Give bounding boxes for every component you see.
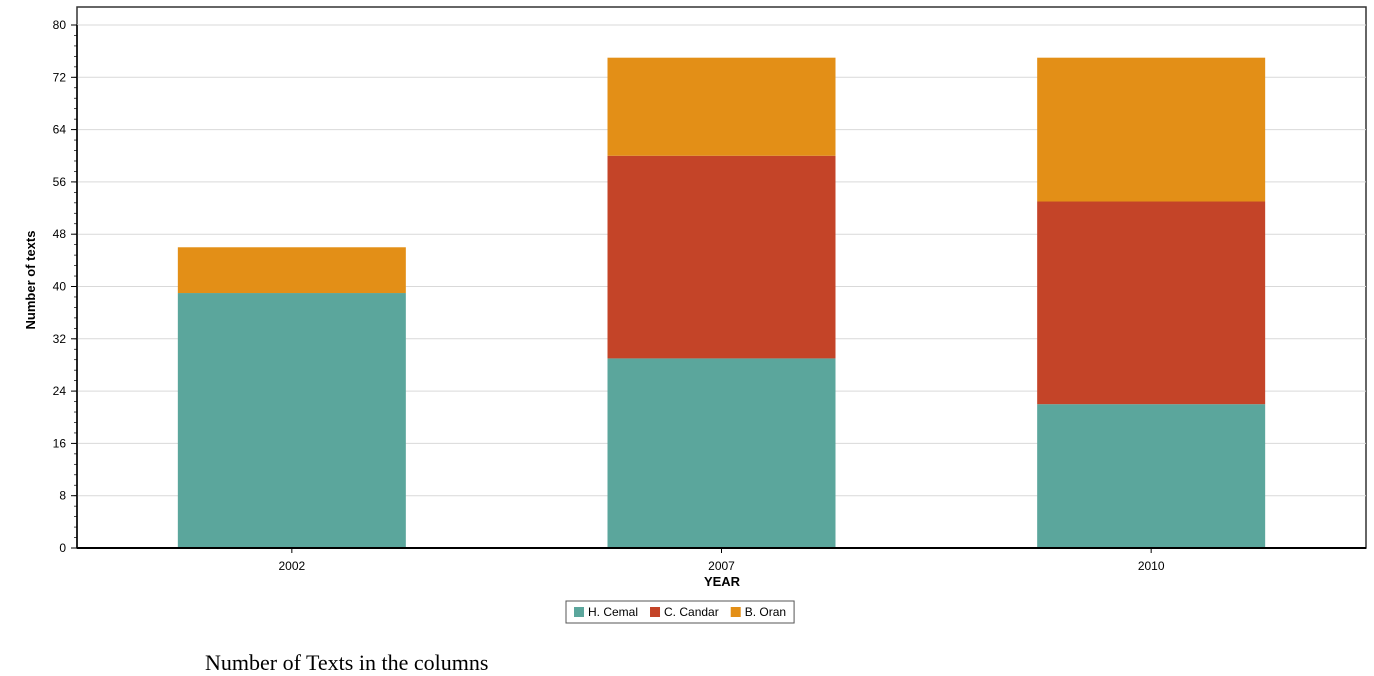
y-tick-label: 32 <box>53 332 67 346</box>
y-tick-label: 64 <box>53 123 67 137</box>
y-tick-label: 72 <box>53 70 67 84</box>
bar-segment <box>1037 201 1266 405</box>
bar-segment <box>177 247 406 294</box>
bar-segment <box>177 293 406 548</box>
x-tick-label: 2010 <box>1138 559 1165 573</box>
legend-swatch <box>730 607 741 617</box>
y-tick-label: 24 <box>53 384 67 398</box>
bar-segment <box>1037 404 1266 548</box>
y-tick-label: 56 <box>53 175 67 189</box>
bar-segment <box>607 358 836 548</box>
legend-label: B. Oran <box>745 605 786 619</box>
legend-label: H. Cemal <box>588 605 638 619</box>
bar-segment <box>1037 57 1266 202</box>
y-axis-ticks: 0 8 16 24 32 40 48 56 64 72 80 <box>53 18 78 555</box>
legend-swatch <box>650 607 661 617</box>
x-tick-label: 2002 <box>278 559 305 573</box>
x-tick-label: 2007 <box>708 559 735 573</box>
x-axis-title: YEAR <box>704 574 741 589</box>
y-tick-label: 48 <box>53 227 67 241</box>
y-tick-label: 16 <box>53 436 67 450</box>
legend-swatch <box>574 607 584 617</box>
y-axis-title: Number of texts <box>23 231 38 330</box>
y-tick-label: 8 <box>59 489 66 503</box>
figure-caption: Number of Texts in the columns <box>205 650 489 675</box>
y-tick-label: 80 <box>53 18 67 32</box>
bar-segment <box>607 155 836 359</box>
bars <box>177 57 1266 548</box>
y-tick-label: 0 <box>59 541 66 555</box>
legend-box <box>565 600 795 624</box>
legend-label: C. Candar <box>664 605 719 619</box>
bar-segment <box>607 57 836 156</box>
y-tick-label: 40 <box>53 280 67 294</box>
x-axis-ticks: 2002 2007 2010 <box>278 548 1165 573</box>
legend: H. Cemal C. Candar B. Oran <box>565 600 795 624</box>
